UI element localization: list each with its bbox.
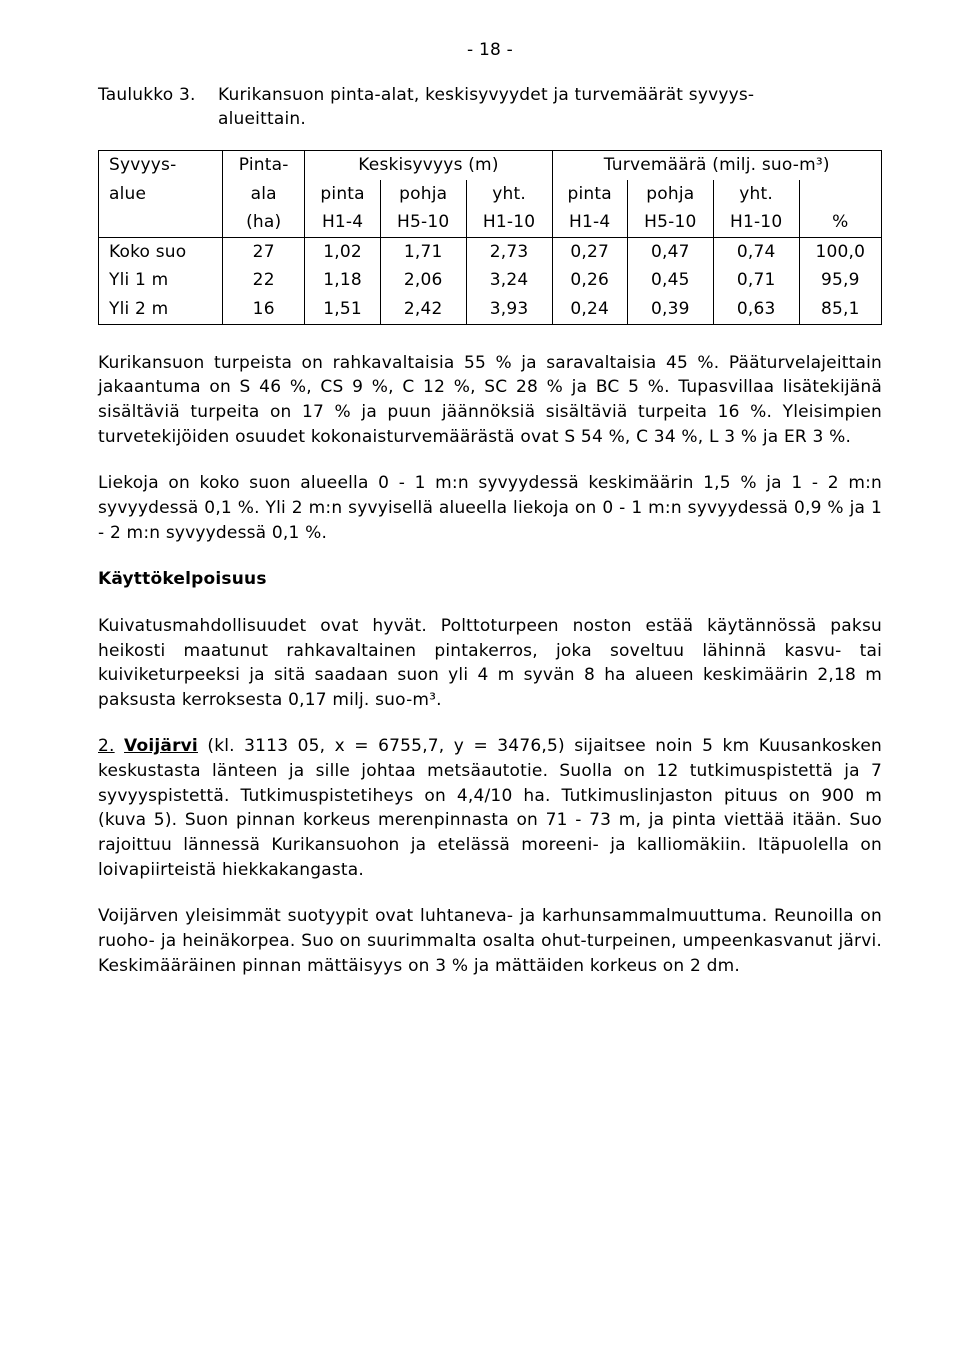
page-number: - 18 - bbox=[98, 38, 882, 63]
paragraph-3: Kuivatusmahdollisuudet ovat hyvät. Poltt… bbox=[98, 614, 882, 713]
td: 0,71 bbox=[713, 266, 799, 295]
paragraph-2: Liekoja on koko suon alueella 0 - 1 m:n … bbox=[98, 471, 882, 545]
td: 3,93 bbox=[466, 295, 552, 324]
td: 1,18 bbox=[305, 266, 380, 295]
th: Pinta- bbox=[222, 150, 304, 179]
table-header-row-3: (ha) H1-4 H5-10 H1-10 H1-4 H5-10 H1-10 % bbox=[99, 208, 882, 237]
td: 95,9 bbox=[799, 266, 881, 295]
table-row: Koko suo 27 1,02 1,71 2,73 0,27 0,47 0,7… bbox=[99, 237, 882, 266]
th: alue bbox=[99, 180, 223, 209]
th: H1-4 bbox=[552, 208, 627, 237]
th: yht. bbox=[713, 180, 799, 209]
caption-text-2: alueittain. bbox=[218, 107, 306, 132]
th: H1-10 bbox=[466, 208, 552, 237]
table-row: Yli 1 m 22 1,18 2,06 3,24 0,26 0,45 0,71… bbox=[99, 266, 882, 295]
td: 2,06 bbox=[380, 266, 466, 295]
th: pinta bbox=[552, 180, 627, 209]
td: 85,1 bbox=[799, 295, 881, 324]
th: Turvemäärä (milj. suo-m³) bbox=[552, 150, 881, 179]
th: ala bbox=[222, 180, 304, 209]
th: yht. bbox=[466, 180, 552, 209]
paragraph-4: 2. Voijärvi (kl. 3113 05, x = 6755,7, y … bbox=[98, 734, 882, 882]
item-body: (kl. 3113 05, x = 6755,7, y = 3476,5) si… bbox=[98, 736, 882, 879]
th: H5-10 bbox=[380, 208, 466, 237]
paragraph-1: Kurikansuon turpeista on rahkavaltaisia … bbox=[98, 351, 882, 450]
td: 3,24 bbox=[466, 266, 552, 295]
caption-label: Taulukko 3. bbox=[98, 83, 218, 108]
section-heading: Käyttökelpoisuus bbox=[98, 567, 882, 592]
data-table: Syvyys- Pinta- Keskisyvyys (m) Turvemäär… bbox=[98, 150, 882, 325]
th: pohja bbox=[627, 180, 713, 209]
th: pohja bbox=[380, 180, 466, 209]
caption-text-1: Kurikansuon pinta-alat, keskisyvyydet ja… bbox=[218, 83, 754, 108]
td: 2,73 bbox=[466, 237, 552, 266]
td: Koko suo bbox=[99, 237, 223, 266]
table-caption: Taulukko 3. Kurikansuon pinta-alat, kesk… bbox=[98, 83, 882, 132]
table-header-row-2: alue ala pinta pohja yht. pinta pohja yh… bbox=[99, 180, 882, 209]
th: pinta bbox=[305, 180, 380, 209]
td: 2,42 bbox=[380, 295, 466, 324]
th: Keskisyvyys (m) bbox=[305, 150, 552, 179]
td: 0,39 bbox=[627, 295, 713, 324]
th: % bbox=[799, 208, 881, 237]
caption-spacer bbox=[98, 107, 218, 132]
td: 0,24 bbox=[552, 295, 627, 324]
td: 0,45 bbox=[627, 266, 713, 295]
th: Syvyys- bbox=[99, 150, 223, 179]
td: Yli 1 m bbox=[99, 266, 223, 295]
th bbox=[99, 208, 223, 237]
td: 0,74 bbox=[713, 237, 799, 266]
td: 0,63 bbox=[713, 295, 799, 324]
td: 0,27 bbox=[552, 237, 627, 266]
th: (ha) bbox=[222, 208, 304, 237]
td: 1,51 bbox=[305, 295, 380, 324]
th: H1-10 bbox=[713, 208, 799, 237]
table-row: Yli 2 m 16 1,51 2,42 3,93 0,24 0,39 0,63… bbox=[99, 295, 882, 324]
th: H1-4 bbox=[305, 208, 380, 237]
td: 0,26 bbox=[552, 266, 627, 295]
item-number: 2. bbox=[98, 736, 115, 756]
th: H5-10 bbox=[627, 208, 713, 237]
table-header-row-1: Syvyys- Pinta- Keskisyvyys (m) Turvemäär… bbox=[99, 150, 882, 179]
th bbox=[799, 180, 881, 209]
td: 100,0 bbox=[799, 237, 881, 266]
td: 22 bbox=[222, 266, 304, 295]
td: 1,02 bbox=[305, 237, 380, 266]
td: Yli 2 m bbox=[99, 295, 223, 324]
td: 1,71 bbox=[380, 237, 466, 266]
paragraph-5: Voijärven yleisimmät suotyypit ovat luht… bbox=[98, 904, 882, 978]
td: 27 bbox=[222, 237, 304, 266]
item-name: Voijärvi bbox=[124, 736, 198, 756]
td: 0,47 bbox=[627, 237, 713, 266]
td: 16 bbox=[222, 295, 304, 324]
